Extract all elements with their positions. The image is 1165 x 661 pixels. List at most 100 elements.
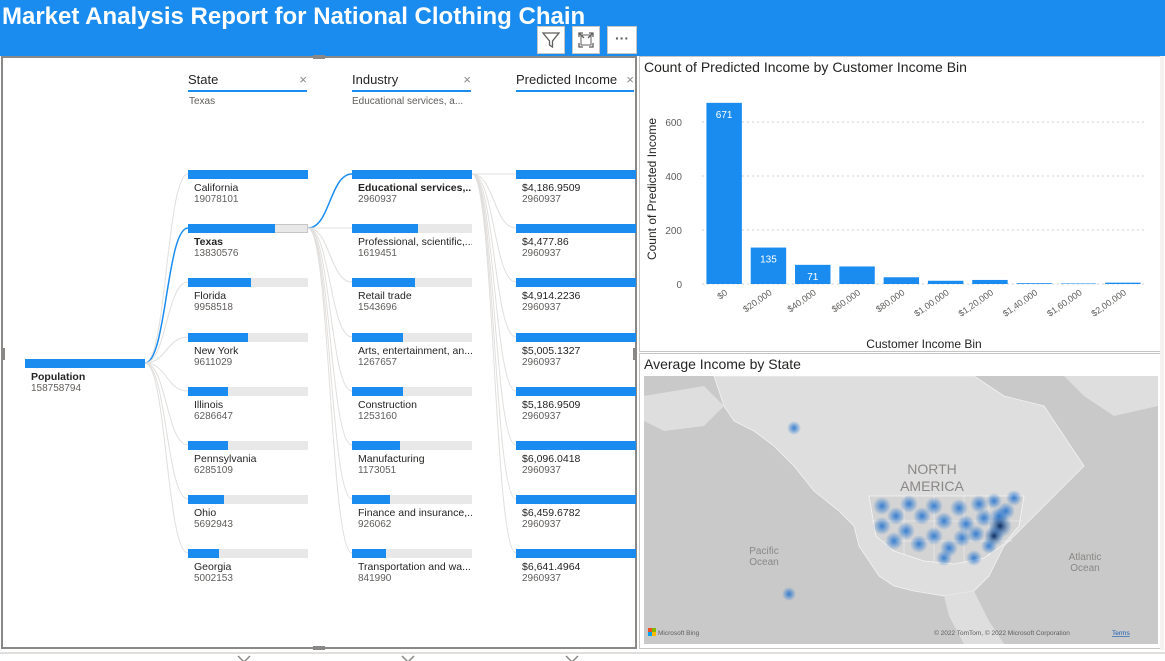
node-bar: [352, 441, 400, 450]
income-bubble-high[interactable]: [984, 526, 1004, 546]
income-node[interactable]: $6,641.4964 2960937: [516, 549, 636, 589]
decomposition-tree[interactable]: State × Texas Industry × Educational ser…: [1, 55, 637, 661]
x-tick-label: $2,00,000: [1089, 287, 1128, 318]
income-node[interactable]: $4,477.86 2960937: [516, 224, 636, 264]
chevron-down-icon[interactable]: [564, 654, 580, 661]
income-bubble[interactable]: [787, 421, 801, 435]
income-bubble[interactable]: [925, 497, 943, 515]
node-value: 5692943: [194, 519, 233, 530]
state-node[interactable]: Ohio 5692943: [188, 495, 308, 535]
industry-node[interactable]: Educational services,... 2960937: [352, 170, 472, 210]
node-label: New York: [194, 345, 239, 357]
x-tick-label: $20,000: [741, 287, 773, 314]
node-label: $6,096.0418: [522, 453, 581, 465]
income-bubble[interactable]: [885, 532, 903, 550]
industry-node[interactable]: Transportation and wa... 841990: [352, 549, 472, 589]
income-bubble[interactable]: [900, 495, 918, 513]
income-bubble[interactable]: [873, 497, 891, 515]
tree-root-node[interactable]: Population 158758794: [25, 359, 145, 399]
node-label: Retail trade: [358, 290, 412, 302]
tree-connector: [471, 173, 517, 554]
chevron-down-icon[interactable]: [236, 654, 252, 661]
node-value: 9958518: [194, 302, 233, 313]
income-bubble[interactable]: [970, 495, 988, 513]
focus-mode-button[interactable]: [572, 26, 600, 54]
income-bubble[interactable]: [953, 529, 971, 547]
y-tick-label: 200: [665, 226, 682, 237]
level-header-industry[interactable]: Industry ×: [352, 72, 471, 92]
income-node[interactable]: $5,005.1327 2960937: [516, 333, 636, 373]
resize-handle-left[interactable]: [1, 348, 5, 360]
income-bubble[interactable]: [975, 509, 993, 527]
state-node[interactable]: Illinois 6286647: [188, 387, 308, 427]
average-income-map-panel[interactable]: Average Income by State NORTH AMERICA Pa…: [639, 353, 1161, 649]
income-node[interactable]: $4,914.2236 2960937: [516, 278, 636, 318]
resize-handle-top[interactable]: [313, 55, 325, 59]
income-node[interactable]: $5,186.9509 2960937: [516, 387, 636, 427]
income-bubble[interactable]: [935, 512, 953, 530]
close-icon[interactable]: ×: [626, 72, 634, 87]
income-bubble[interactable]: [897, 522, 915, 540]
industry-node[interactable]: Finance and insurance,... 926062: [352, 495, 472, 535]
income-bubble[interactable]: [873, 517, 891, 535]
industry-node[interactable]: Manufacturing 1173051: [352, 441, 472, 481]
income-bubble[interactable]: [936, 550, 952, 566]
terms-link[interactable]: Terms: [1112, 630, 1130, 637]
y-tick-label: 400: [665, 172, 682, 183]
close-icon[interactable]: ×: [463, 72, 471, 87]
more-options-button[interactable]: ···: [607, 26, 637, 54]
state-node[interactable]: Texas 13830576: [188, 224, 308, 264]
income-bubble[interactable]: [910, 535, 928, 553]
x-tick-label: $60,000: [830, 287, 862, 314]
node-bar: [516, 333, 636, 342]
income-node[interactable]: $6,459.6782 2960937: [516, 495, 636, 535]
industry-node[interactable]: Professional, scientific,... 1619451: [352, 224, 472, 264]
state-node[interactable]: Pennsylvania 6285109: [188, 441, 308, 481]
node-bar-track: [352, 333, 472, 342]
bar: [883, 277, 920, 284]
income-bubble[interactable]: [913, 507, 931, 525]
x-tick-label: $80,000: [874, 287, 906, 314]
level-header-state[interactable]: State ×: [188, 72, 307, 92]
ocean-label: Atlantic: [1069, 552, 1102, 563]
state-income-bubbles[interactable]: [782, 421, 1022, 601]
level-header-predicted-income[interactable]: Predicted Income ×: [516, 72, 634, 92]
close-icon[interactable]: ×: [299, 72, 307, 87]
state-node[interactable]: California 19078101: [188, 170, 308, 210]
bar: [972, 279, 1008, 284]
node-label: Educational services,...: [358, 182, 472, 194]
income-bubble[interactable]: [950, 499, 968, 517]
industry-node[interactable]: Arts, entertainment, an... 1267657: [352, 333, 472, 373]
node-label: $6,641.4964: [522, 561, 581, 573]
map-canvas[interactable]: NORTH AMERICA Pacific Ocean Atlantic Oce…: [644, 376, 1158, 644]
income-node[interactable]: $4,186.9509 2960937: [516, 170, 636, 210]
resize-handle-right[interactable]: [633, 348, 637, 360]
filter-icon: [541, 32, 561, 49]
income-bubble[interactable]: [967, 525, 985, 543]
income-bubble[interactable]: [1006, 490, 1022, 506]
resize-handle-bottom[interactable]: [313, 646, 325, 650]
income-bubble[interactable]: [966, 550, 982, 566]
industry-node[interactable]: Retail trade 1543696: [352, 278, 472, 318]
x-tick-label: $1,00,000: [912, 287, 951, 318]
page-bottom-divider: [0, 652, 1165, 654]
node-value: 2960937: [522, 302, 561, 313]
node-bar: [352, 224, 418, 233]
filter-button[interactable]: [537, 26, 565, 54]
industry-node[interactable]: Construction 1253160: [352, 387, 472, 427]
income-bubble[interactable]: [925, 527, 943, 545]
state-node[interactable]: Florida 9958518: [188, 278, 308, 318]
node-bar: [188, 224, 275, 233]
level-filter-state: Texas: [189, 96, 216, 107]
data-label: 135: [760, 255, 777, 266]
state-node[interactable]: New York 9611029: [188, 333, 308, 373]
income-bubble[interactable]: [887, 507, 905, 525]
chevron-down-icon[interactable]: [400, 654, 416, 661]
page-scrollbar[interactable]: [1160, 56, 1164, 650]
state-node[interactable]: Georgia 5002153: [188, 549, 308, 589]
income-bubble[interactable]: [986, 493, 1002, 509]
tree-connector: [144, 281, 189, 364]
income-bubble[interactable]: [782, 587, 796, 601]
income-node[interactable]: $6,096.0418 2960937: [516, 441, 636, 481]
income-bin-chart-panel[interactable]: Count of Predicted Income by Customer In…: [639, 56, 1161, 352]
